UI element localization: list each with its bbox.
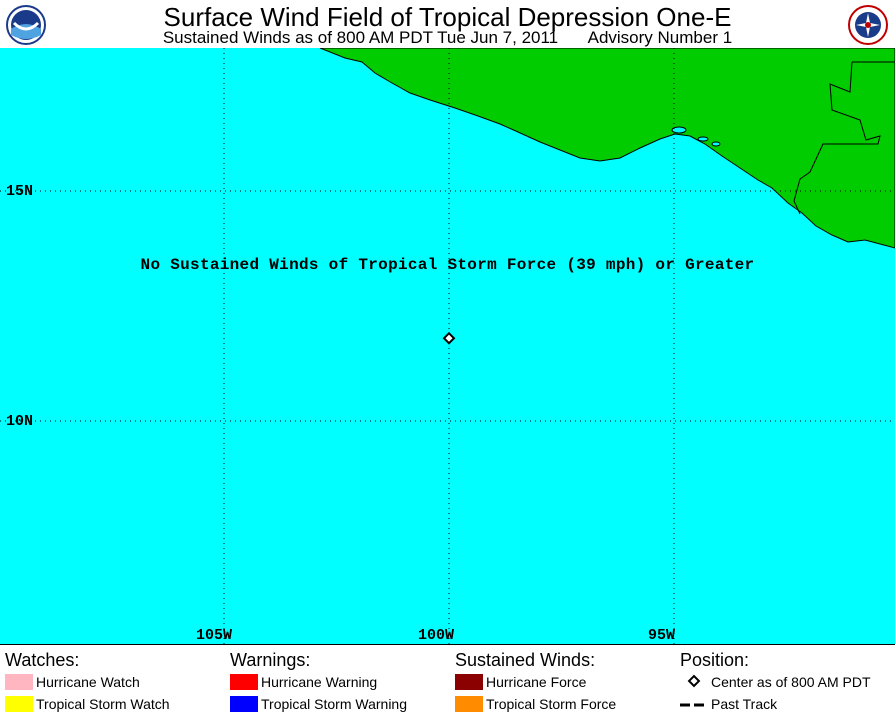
legend-item-tropical-storm-watch: Tropical Storm Watch (5, 693, 170, 715)
hurricane-warning-swatch (230, 674, 258, 691)
tropical-storm-warning-swatch (230, 696, 258, 713)
nws-logo (848, 5, 888, 45)
legend: Watches: Hurricane Watch Tropical Storm … (0, 644, 895, 717)
no-tropical-storm-winds-notice: No Sustained Winds of Tropical Storm For… (140, 256, 755, 274)
noaa-logo (6, 5, 46, 45)
legend-label: Tropical Storm Warning (261, 696, 408, 712)
legend-item-hurricane-watch: Hurricane Watch (5, 671, 170, 693)
legend-label: Past Track (711, 696, 778, 712)
lon-label-100w: 100W (418, 627, 455, 644)
legend-label: Center as of 800 AM PDT (711, 674, 871, 690)
legend-heading-winds: Sustained Winds: (455, 650, 596, 670)
legend-label: Tropical Storm Watch (36, 696, 170, 712)
coastal-lagoon (711, 141, 721, 147)
legend-heading-watches: Watches: (5, 650, 80, 670)
legend-heading-warnings: Warnings: (230, 650, 311, 670)
storm-center-diamond-icon (442, 331, 456, 345)
legend-label: Hurricane Warning (261, 674, 378, 690)
tropical-storm-watch-swatch (5, 696, 33, 713)
state-border (793, 61, 881, 215)
legend-warnings: Warnings: Hurricane Warning Tropical Sto… (230, 649, 407, 715)
advisory-number: Advisory Number 1 (587, 28, 733, 47)
dashed-line-icon (680, 694, 708, 716)
graticule (0, 48, 895, 644)
legend-label: Tropical Storm Force (486, 696, 617, 712)
hurricane-force-swatch (455, 674, 483, 691)
diamond-icon (680, 672, 708, 694)
legend-item-hurricane-force: Hurricane Force (455, 671, 616, 693)
legend-item-hurricane-warning: Hurricane Warning (230, 671, 407, 693)
legend-item-center: Center as of 800 AM PDT (680, 671, 871, 693)
legend-sustained-winds: Sustained Winds: Hurricane Force Tropica… (455, 649, 616, 715)
legend-heading-position: Position: (680, 650, 750, 670)
header: Surface Wind Field of Tropical Depressio… (0, 0, 895, 48)
legend-watches: Watches: Hurricane Watch Tropical Storm … (5, 649, 170, 715)
wind-field-map: 15N 10N 105W 100W 95W No Sustained Winds… (0, 48, 895, 644)
legend-item-past-track: Past Track (680, 693, 871, 715)
legend-label: Hurricane Force (486, 674, 587, 690)
coastal-lagoon (697, 136, 709, 142)
page-subtitle: Sustained Winds as of 800 AM PDT Tue Jun… (0, 28, 895, 48)
advisory-time: Sustained Winds as of 800 AM PDT Tue Jun… (162, 28, 559, 47)
lat-label-15n: 15N (6, 183, 34, 200)
coastal-lagoon (671, 126, 687, 134)
legend-item-tropical-storm-force: Tropical Storm Force (455, 693, 616, 715)
tropical-storm-force-swatch (455, 696, 483, 713)
page-title: Surface Wind Field of Tropical Depressio… (163, 2, 732, 32)
legend-position: Position: Center as of 800 AM PDT Past T… (680, 649, 871, 715)
lat-label-10n: 10N (6, 413, 34, 430)
lon-label-95w: 95W (648, 627, 676, 644)
lon-label-105w: 105W (196, 627, 233, 644)
hurricane-watch-swatch (5, 674, 33, 691)
mexico-land (319, 48, 895, 249)
legend-item-tropical-storm-warning: Tropical Storm Warning (230, 693, 407, 715)
legend-label: Hurricane Watch (36, 674, 140, 690)
